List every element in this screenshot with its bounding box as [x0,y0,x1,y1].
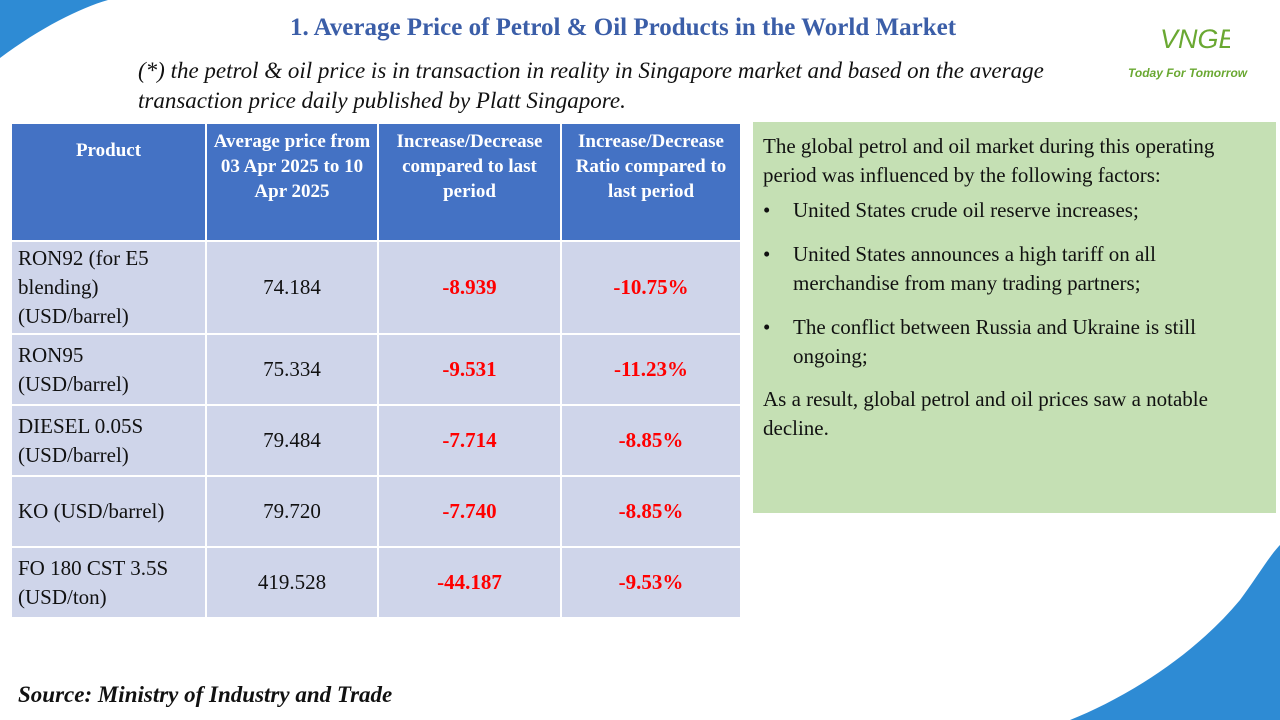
vnge-logo-mark: VNGE [1160,24,1230,54]
corner-wave-decoration [1070,545,1280,720]
source-citation: Source: Ministry of Industry and Trade [18,682,393,707]
ratio-cell: -11.23% [560,333,742,406]
factors-list: • United States crude oil reserve increas… [763,196,1266,371]
change-cell: -9.531 [377,333,562,406]
price-note: (*) the petrol & oil price is in transac… [138,58,1044,113]
product-cell: DIESEL 0.05S (USD/barrel) [10,404,207,477]
factor-text: United States crude oil reserve increase… [793,198,1139,222]
table-header-row: Product Average price from 03 Apr 2025 t… [10,122,742,242]
column-header-ratio: Increase/Decrease Ratio compared to last… [560,122,742,242]
table-row: RON92 (for E5 blending) (USD/barrel) 74.… [10,240,742,335]
ratio-cell: -8.85% [560,475,742,548]
factor-text: The conflict between Russia and Ukraine … [793,315,1196,368]
change-cell: -44.187 [377,546,562,619]
page-title: 1. Average Price of Petrol & Oil Product… [289,14,957,41]
list-item: • United States announces a high tariff o… [763,240,1266,298]
change-cell: -7.714 [377,404,562,477]
average-price-cell: 74.184 [205,240,379,335]
logo-tagline: Today For Tomorrow [1128,66,1248,80]
market-factors-box: The global petrol and oil market during … [753,122,1276,513]
bullet-icon: • [763,315,771,339]
average-price-cell: 419.528 [205,546,379,619]
svg-text:VNGE: VNGE [1160,24,1230,54]
ratio-cell: -8.85% [560,404,742,477]
average-price-cell: 75.334 [205,333,379,406]
product-cell: RON92 (for E5 blending) (USD/barrel) [10,240,207,335]
ratio-cell: -9.53% [560,546,742,619]
product-cell: RON95 (USD/barrel) [10,333,207,406]
bullet-icon: • [763,242,771,266]
product-cell: KO (USD/barrel) [10,475,207,548]
table-row: KO (USD/barrel) 79.720 -7.740 -8.85% [10,475,742,548]
factors-intro: The global petrol and oil market during … [763,134,1215,187]
corner-wave-decoration [0,0,108,58]
average-price-cell: 79.484 [205,404,379,477]
factor-text: United States announces a high tariff on… [793,242,1156,295]
column-header-change: Increase/Decrease compared to last perio… [377,122,562,242]
ratio-cell: -10.75% [560,240,742,335]
change-cell: -8.939 [377,240,562,335]
bullet-icon: • [763,198,771,222]
table-row: DIESEL 0.05S (USD/barrel) 79.484 -7.714 … [10,404,742,477]
column-header-average-price: Average price from 03 Apr 2025 to 10 Apr… [205,122,379,242]
table-row: FO 180 CST 3.5S (USD/ton) 419.528 -44.18… [10,546,742,619]
factors-conclusion: As a result, global petrol and oil price… [763,387,1208,440]
company-logo: VNGE Today For Tomorrow [1124,18,1264,88]
average-price-cell: 79.720 [205,475,379,548]
table-row: RON95 (USD/barrel) 75.334 -9.531 -11.23% [10,333,742,406]
product-cell: FO 180 CST 3.5S (USD/ton) [10,546,207,619]
price-table: Product Average price from 03 Apr 2025 t… [10,122,742,619]
column-header-product: Product [10,122,207,242]
change-cell: -7.740 [377,475,562,548]
list-item: • United States crude oil reserve increas… [763,196,1266,225]
list-item: • The conflict between Russia and Ukraine… [763,313,1266,371]
